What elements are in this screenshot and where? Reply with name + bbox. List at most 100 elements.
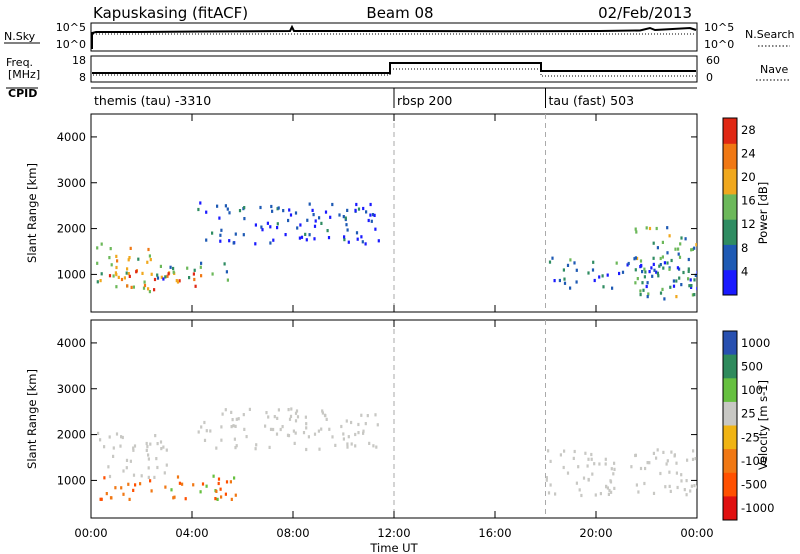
scatter-cell bbox=[163, 471, 166, 475]
scatter-cell bbox=[108, 435, 111, 439]
freq-tick-bottom: 8 bbox=[79, 71, 86, 84]
scatter-cell bbox=[342, 215, 345, 219]
scatter-cell bbox=[159, 264, 162, 268]
scatter-cell bbox=[342, 432, 345, 436]
scatter-cell bbox=[685, 479, 688, 483]
scatter-cell bbox=[643, 481, 646, 486]
scatter-cell bbox=[173, 495, 176, 499]
scatter-cell bbox=[129, 246, 132, 250]
scatter-cell bbox=[360, 413, 363, 417]
scatter-cell bbox=[153, 475, 156, 479]
scatter-cell bbox=[659, 263, 662, 267]
scatter-cell bbox=[232, 241, 235, 245]
scatter-cell bbox=[692, 449, 695, 453]
scatter-cell bbox=[659, 471, 662, 476]
scatter-cell bbox=[311, 208, 314, 212]
scatter-cell bbox=[273, 415, 276, 419]
colorbar-tick-label: 16 bbox=[741, 194, 756, 208]
scatter-cell bbox=[669, 285, 672, 289]
scatter-cell bbox=[553, 279, 556, 283]
scatter-cell bbox=[306, 218, 309, 222]
scatter-cell bbox=[304, 232, 307, 236]
scatter-cell bbox=[573, 449, 576, 454]
scatter-cell bbox=[112, 274, 115, 278]
scatter-cell bbox=[641, 281, 644, 285]
scatter-cell bbox=[147, 466, 150, 470]
scatter-cell bbox=[120, 486, 123, 490]
colorbar-swatch bbox=[723, 496, 737, 521]
scatter-cell bbox=[120, 277, 124, 282]
scatter-cell bbox=[96, 261, 99, 265]
scatter-cell bbox=[643, 267, 646, 271]
scatter-cell bbox=[668, 234, 671, 238]
scatter-cell bbox=[141, 271, 144, 275]
scatter-cell bbox=[362, 431, 365, 435]
colorbar-swatch bbox=[723, 354, 737, 379]
scatter-cell bbox=[115, 285, 118, 289]
scatter-cell bbox=[203, 420, 206, 425]
scatter-cell bbox=[248, 407, 251, 411]
colorbar-swatch bbox=[723, 378, 737, 403]
scatter-cell bbox=[673, 454, 676, 458]
scatter-cell bbox=[218, 216, 221, 220]
scatter-cell bbox=[147, 453, 150, 457]
scatter-cell bbox=[643, 275, 646, 279]
scatter-cell bbox=[287, 218, 290, 223]
scatter-cell bbox=[627, 261, 630, 266]
scatter-cell bbox=[122, 469, 125, 473]
colorbar-swatch bbox=[723, 168, 737, 195]
scatter-cell bbox=[354, 208, 357, 212]
scatter-cell bbox=[675, 471, 678, 475]
nsky-tick-top: 10^5 bbox=[56, 21, 86, 34]
scatter-cell bbox=[298, 236, 301, 240]
scatter-cell bbox=[648, 226, 652, 231]
scatter-cell bbox=[372, 444, 375, 448]
scatter-cell bbox=[562, 465, 565, 470]
scatter-cell bbox=[650, 266, 653, 270]
scatter-cell bbox=[696, 485, 697, 489]
scatter-cell bbox=[601, 274, 604, 278]
scatter-cell bbox=[580, 493, 583, 498]
scatter-cell bbox=[313, 224, 317, 228]
scatter-cell bbox=[234, 493, 237, 497]
scatter-cell bbox=[633, 257, 636, 261]
scatter-cell bbox=[652, 262, 655, 266]
scatter-cell bbox=[154, 434, 157, 438]
nave-tick-top: 60 bbox=[706, 54, 720, 67]
scatter-cell bbox=[357, 422, 360, 427]
scatter-cell bbox=[126, 267, 129, 271]
scatter-cell bbox=[368, 441, 371, 445]
colorbar-tick-label: 25 bbox=[741, 407, 756, 421]
scatter-cell bbox=[194, 284, 197, 288]
scatter-cell bbox=[147, 287, 150, 291]
scatter-cell bbox=[289, 213, 293, 217]
scatter-cell bbox=[100, 272, 103, 276]
scatter-cell bbox=[294, 431, 297, 435]
x-tick-label: 12:00 bbox=[377, 526, 410, 540]
scatter-cell bbox=[554, 492, 557, 496]
scatter-cell bbox=[127, 258, 130, 262]
scatter-cell bbox=[186, 266, 189, 270]
scatter-cell bbox=[575, 481, 578, 485]
scatter-cell bbox=[577, 465, 580, 469]
scatter-cell bbox=[143, 280, 146, 284]
scatter-cell bbox=[664, 485, 667, 489]
nave-label: Nave bbox=[760, 63, 788, 76]
scatter-cell bbox=[680, 473, 683, 477]
scatter-cell bbox=[117, 275, 120, 279]
scatter-cell bbox=[172, 266, 175, 271]
scatter-cell bbox=[642, 288, 645, 292]
scatter-cell bbox=[604, 462, 607, 466]
scatter-cell bbox=[225, 480, 229, 484]
scatter-cell bbox=[305, 447, 308, 452]
scatter-cell bbox=[312, 213, 315, 217]
scatter-cell bbox=[264, 424, 267, 428]
cpid-label: CPID bbox=[8, 87, 37, 100]
scatter-cell bbox=[137, 257, 140, 261]
velocity-colorbar: 1000 500 100 25 -25 -100 -500 -1000 bbox=[722, 330, 774, 521]
scatter-cell bbox=[670, 450, 673, 454]
scatter-cell bbox=[178, 279, 181, 283]
scatter-cell bbox=[145, 441, 148, 446]
scatter-cell bbox=[675, 279, 678, 283]
scatter-cell bbox=[357, 207, 361, 211]
